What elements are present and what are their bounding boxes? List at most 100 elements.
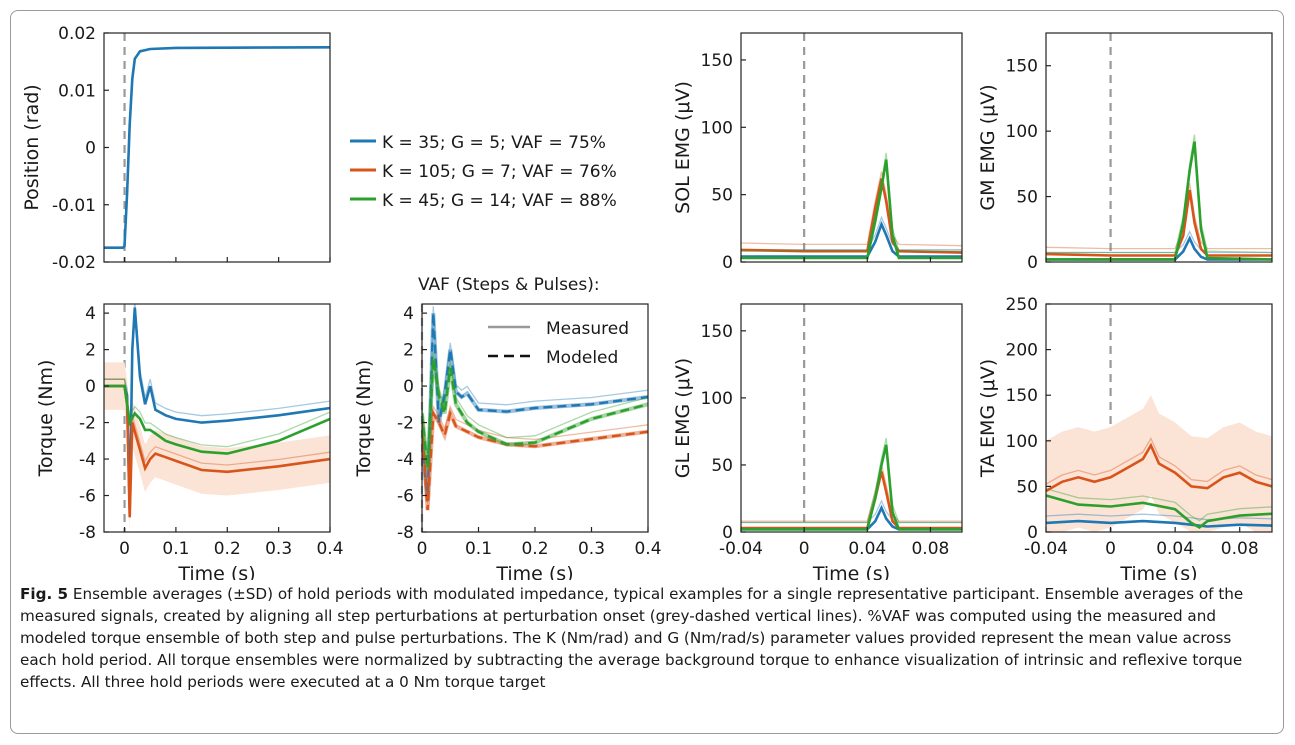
axes-frame xyxy=(103,303,331,533)
axes-frame xyxy=(103,32,331,263)
y-tick-label: -6 xyxy=(79,487,96,507)
legend-label: K = 45; G = 14; VAF = 88% xyxy=(382,191,617,211)
measured-label: Measured xyxy=(546,319,629,339)
y-tick-label: 0 xyxy=(722,523,733,543)
y-tick-label: 150 xyxy=(701,322,733,342)
x-tick-label: 0.1 xyxy=(162,539,189,559)
modeled-line xyxy=(422,409,648,511)
sd-band-orange xyxy=(104,362,330,532)
x-tick-label: 0 xyxy=(417,539,428,559)
x-tick-label: 0.2 xyxy=(521,539,548,559)
y-axis-label: SOL EMG (μV) xyxy=(672,81,694,214)
sd-trace xyxy=(1046,230,1272,254)
modeled-line xyxy=(422,358,648,469)
y-tick-label: -8 xyxy=(79,523,96,543)
x-tick-label: 0 xyxy=(1105,539,1116,559)
legend-vaf: VAF (Steps & Pulses): Measured Modeled xyxy=(418,275,629,368)
legend-main: K = 35; G = 5; VAF = 75% K = 105; G = 7; … xyxy=(350,133,617,211)
sd-trace xyxy=(1046,183,1272,250)
y-tick-label: 250 xyxy=(1006,295,1038,315)
figure-frame xyxy=(10,10,1284,734)
x-tick-label: 0.04 xyxy=(1156,539,1194,559)
y-tick-label: -2 xyxy=(397,414,414,434)
y-tick-label: 50 xyxy=(711,456,733,476)
y-tick-label: -6 xyxy=(397,487,414,507)
x-axis-label: Time (s) xyxy=(1119,563,1197,580)
series-line xyxy=(741,178,962,254)
y-tick-label: 100 xyxy=(701,389,733,409)
y-tick-label: 200 xyxy=(1006,341,1038,361)
y-tick-label: 0 xyxy=(722,253,733,273)
x-axis-label: Time (s) xyxy=(495,563,573,580)
sd-trace xyxy=(741,152,962,252)
measured-line xyxy=(422,406,648,511)
series-line xyxy=(104,46,330,249)
y-tick-label: 0.01 xyxy=(58,81,96,101)
caption-label: Fig. 5 xyxy=(20,585,69,603)
series-line xyxy=(741,444,962,531)
x-tick-label: 0.4 xyxy=(316,539,343,559)
sd-trace xyxy=(1046,437,1272,485)
x-axis-label: Time (s) xyxy=(177,563,255,580)
panel-position: -0.02 -0.01 0 0.01 0.02 Position (rad) xyxy=(21,24,331,273)
y-tick-label: 0.02 xyxy=(58,24,96,44)
y-tick-label: 4 xyxy=(403,304,414,324)
sd-trace xyxy=(1046,488,1272,522)
y-tick-label: 150 xyxy=(1006,57,1038,77)
y-tick-label: 100 xyxy=(1006,122,1038,142)
y-tick-label: 150 xyxy=(1006,386,1038,406)
y-tick-label: -4 xyxy=(397,450,414,470)
x-tick-label: 0.08 xyxy=(911,539,949,559)
y-tick-label: 100 xyxy=(1006,432,1038,452)
series-line xyxy=(741,159,962,260)
series-line xyxy=(741,504,962,531)
x-tick-label: 0 xyxy=(799,539,810,559)
series-line xyxy=(741,471,962,530)
sd-trace xyxy=(741,499,962,524)
y-tick-label: -0.02 xyxy=(52,253,96,273)
y-tick-label: 2 xyxy=(85,341,96,361)
x-tick-label: 0.1 xyxy=(465,539,492,559)
axes-frame xyxy=(1045,32,1273,263)
series-line xyxy=(1046,519,1272,528)
x-tick-label: -0.04 xyxy=(719,539,763,559)
y-tick-label: 4 xyxy=(85,304,96,324)
x-tick-label: 0.3 xyxy=(578,539,605,559)
y-tick-label: 50 xyxy=(1016,188,1038,208)
series-line xyxy=(1046,442,1272,493)
series-line xyxy=(1046,189,1272,257)
legend-label: K = 35; G = 5; VAF = 75% xyxy=(382,133,606,153)
x-tick-label: 0.4 xyxy=(634,539,661,559)
y-tick-label: 50 xyxy=(711,186,733,206)
y-tick-label: -8 xyxy=(397,523,414,543)
y-tick-label: 50 xyxy=(1016,477,1038,497)
x-tick-label: -0.04 xyxy=(1024,539,1068,559)
y-tick-label: 0 xyxy=(1027,253,1038,273)
x-axis-label: Time (s) xyxy=(812,563,890,580)
panel-gm: 0 50 100 150 GM EMG (μV) xyxy=(977,32,1273,273)
series-line xyxy=(1046,141,1272,261)
y-tick-label: -0.01 xyxy=(52,196,96,216)
sd-trace xyxy=(104,378,330,448)
sd-trace xyxy=(741,171,962,247)
x-tick-label: 0.08 xyxy=(1221,539,1259,559)
modeled-line xyxy=(422,313,648,502)
y-axis-label: TA EMG (μV) xyxy=(977,359,999,478)
y-tick-label: -4 xyxy=(79,450,96,470)
x-tick-label: 0 xyxy=(119,539,130,559)
y-axis-label: Torque (Nm) xyxy=(353,360,375,478)
axes-frame xyxy=(740,32,963,263)
sd-trace xyxy=(422,404,648,504)
panel-torque: -8 -6 -4 -2 0 2 4 0 0.1 0.2 0.3 0.4 Time (s) Torque (… xyxy=(35,303,344,580)
y-tick-label: 0 xyxy=(1027,523,1038,543)
y-tick-label: 0 xyxy=(85,377,96,397)
series-line xyxy=(104,384,330,455)
sd-trace xyxy=(1046,134,1272,254)
y-tick-label: 0 xyxy=(403,377,414,397)
panel-sol: 0 50 100 150 SOL EMG (μV) xyxy=(672,32,963,273)
y-axis-label: Torque (Nm) xyxy=(35,360,57,478)
modeled-label: Modeled xyxy=(546,348,618,368)
